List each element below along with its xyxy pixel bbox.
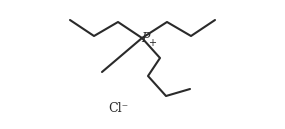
Text: P: P: [141, 31, 149, 45]
Text: Cl⁻: Cl⁻: [108, 102, 128, 115]
Text: +: +: [148, 38, 156, 48]
